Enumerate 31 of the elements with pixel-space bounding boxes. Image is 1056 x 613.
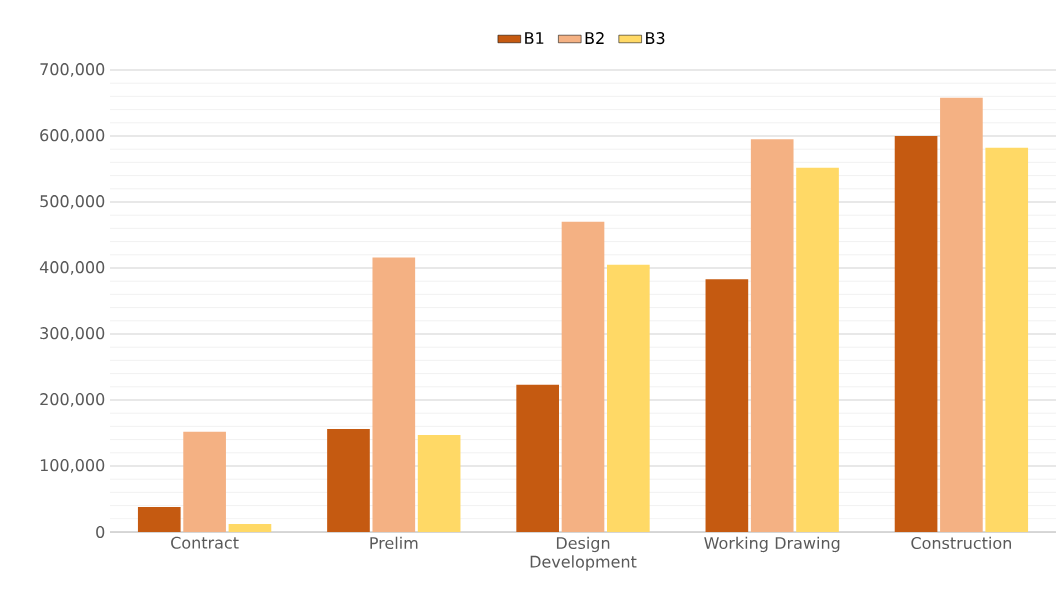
bar — [607, 264, 650, 532]
bar — [417, 434, 461, 532]
bar — [516, 384, 560, 532]
y-tick-label: 400,000 — [39, 261, 105, 275]
y-tick-label: 200,000 — [40, 393, 105, 407]
bar — [327, 429, 370, 532]
bar — [228, 524, 272, 532]
y-tick-label: 300,000 — [40, 327, 105, 341]
legend-label: B1 — [525, 32, 544, 44]
bar — [940, 97, 983, 532]
bar — [561, 221, 605, 532]
bar — [137, 506, 181, 532]
bar — [750, 139, 794, 532]
x-tick-label: Working Drawing — [704, 536, 840, 553]
x-tick-label: Design Development — [530, 536, 637, 571]
x-tick-label: Construction — [911, 536, 1011, 550]
y-tick-label: 700,000 — [40, 63, 105, 77]
x-tick-label: Contract — [171, 536, 239, 549]
y-tick-label: 0 — [96, 525, 105, 539]
bar — [183, 431, 226, 532]
bar — [796, 167, 839, 532]
legend-label: B3 — [646, 32, 665, 45]
bar — [372, 257, 416, 532]
bar — [705, 279, 749, 532]
bar — [894, 135, 938, 532]
y-tick-label: 100,000 — [40, 459, 105, 473]
legend-label: B2 — [585, 32, 604, 44]
bar — [985, 147, 1029, 532]
y-tick-label: 500,000 — [40, 195, 105, 209]
x-tick-label: Prelim — [370, 536, 418, 550]
y-tick-label: 600,000 — [40, 129, 105, 143]
